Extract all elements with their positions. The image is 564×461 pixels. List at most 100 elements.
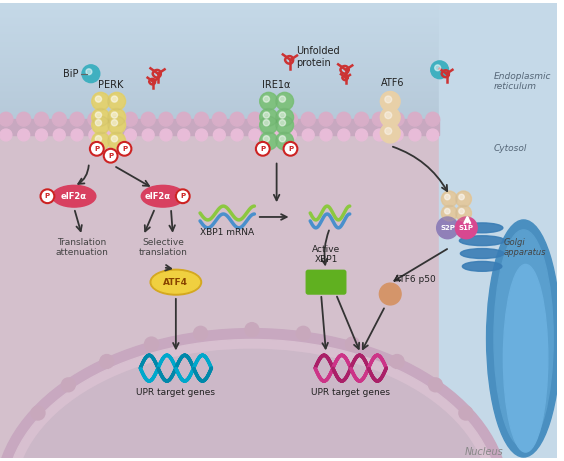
- Bar: [0, 91, 557, 93]
- Bar: [0, 77, 557, 79]
- Ellipse shape: [141, 185, 185, 207]
- Bar: [0, 135, 439, 458]
- Circle shape: [276, 92, 293, 110]
- Bar: [0, 96, 557, 97]
- Circle shape: [17, 112, 30, 126]
- Circle shape: [111, 136, 117, 142]
- Circle shape: [195, 112, 209, 126]
- Circle shape: [260, 116, 277, 134]
- Bar: [0, 101, 557, 102]
- Bar: [0, 51, 557, 52]
- Circle shape: [193, 326, 208, 340]
- Bar: [0, 10, 557, 11]
- Circle shape: [92, 116, 109, 134]
- Ellipse shape: [462, 261, 502, 272]
- Circle shape: [337, 112, 351, 126]
- Text: ATF6: ATF6: [381, 77, 404, 88]
- Circle shape: [92, 108, 109, 126]
- Circle shape: [429, 378, 442, 392]
- Circle shape: [391, 129, 403, 141]
- Circle shape: [435, 65, 440, 71]
- Circle shape: [456, 191, 472, 207]
- Circle shape: [108, 92, 126, 110]
- Bar: [0, 125, 557, 126]
- Circle shape: [260, 116, 277, 134]
- Ellipse shape: [52, 185, 96, 207]
- Circle shape: [61, 378, 75, 392]
- Circle shape: [176, 189, 190, 203]
- Bar: [0, 111, 557, 112]
- Circle shape: [355, 112, 368, 126]
- Bar: [0, 14, 557, 15]
- Bar: [0, 6, 557, 7]
- Circle shape: [279, 136, 285, 142]
- Circle shape: [279, 112, 285, 118]
- Bar: [0, 12, 557, 13]
- Bar: [0, 55, 557, 56]
- Bar: [0, 31, 557, 32]
- Bar: [0, 33, 557, 34]
- Circle shape: [320, 129, 332, 141]
- Circle shape: [111, 96, 117, 102]
- Circle shape: [36, 129, 47, 141]
- Text: Cytosol: Cytosol: [494, 144, 527, 154]
- Bar: [0, 102, 557, 103]
- Bar: [0, 66, 557, 67]
- Bar: [0, 38, 557, 39]
- Bar: [0, 25, 557, 26]
- Circle shape: [459, 194, 464, 200]
- Bar: [0, 81, 557, 82]
- Circle shape: [52, 112, 66, 126]
- Text: IRE1α: IRE1α: [262, 80, 291, 89]
- Bar: [0, 8, 557, 10]
- Circle shape: [88, 112, 102, 126]
- Circle shape: [459, 406, 473, 420]
- Circle shape: [92, 132, 109, 150]
- Circle shape: [442, 191, 457, 207]
- Circle shape: [159, 112, 173, 126]
- FancyBboxPatch shape: [306, 270, 346, 294]
- Bar: [0, 59, 557, 60]
- Bar: [0, 127, 557, 128]
- Circle shape: [380, 91, 400, 111]
- Circle shape: [302, 129, 314, 141]
- Bar: [0, 130, 557, 131]
- Bar: [0, 95, 557, 96]
- Bar: [0, 5, 557, 6]
- Circle shape: [82, 65, 100, 83]
- Ellipse shape: [503, 265, 548, 452]
- Bar: [0, 39, 557, 40]
- Circle shape: [356, 129, 368, 141]
- Circle shape: [92, 116, 109, 134]
- Bar: [0, 120, 557, 121]
- Circle shape: [178, 129, 190, 141]
- Circle shape: [444, 208, 450, 214]
- Circle shape: [260, 108, 277, 126]
- Circle shape: [108, 108, 126, 126]
- Ellipse shape: [460, 248, 504, 259]
- Text: XBP1 mRNA: XBP1 mRNA: [200, 228, 254, 237]
- Bar: [0, 84, 557, 86]
- Bar: [0, 46, 557, 47]
- Bar: [0, 11, 557, 12]
- Circle shape: [284, 112, 297, 126]
- Bar: [0, 7, 557, 8]
- Text: P: P: [288, 146, 293, 152]
- Bar: [0, 118, 557, 119]
- Circle shape: [444, 194, 450, 200]
- Bar: [0, 30, 557, 31]
- Bar: [0, 124, 557, 125]
- Bar: [0, 108, 557, 109]
- Bar: [0, 26, 557, 27]
- Bar: [0, 115, 557, 116]
- Bar: [0, 61, 557, 62]
- Bar: [0, 76, 557, 77]
- Circle shape: [338, 129, 350, 141]
- Circle shape: [346, 337, 359, 351]
- Bar: [0, 113, 557, 114]
- Circle shape: [276, 132, 293, 150]
- Circle shape: [276, 108, 293, 126]
- Circle shape: [263, 112, 270, 118]
- Circle shape: [390, 112, 404, 126]
- Circle shape: [456, 205, 472, 221]
